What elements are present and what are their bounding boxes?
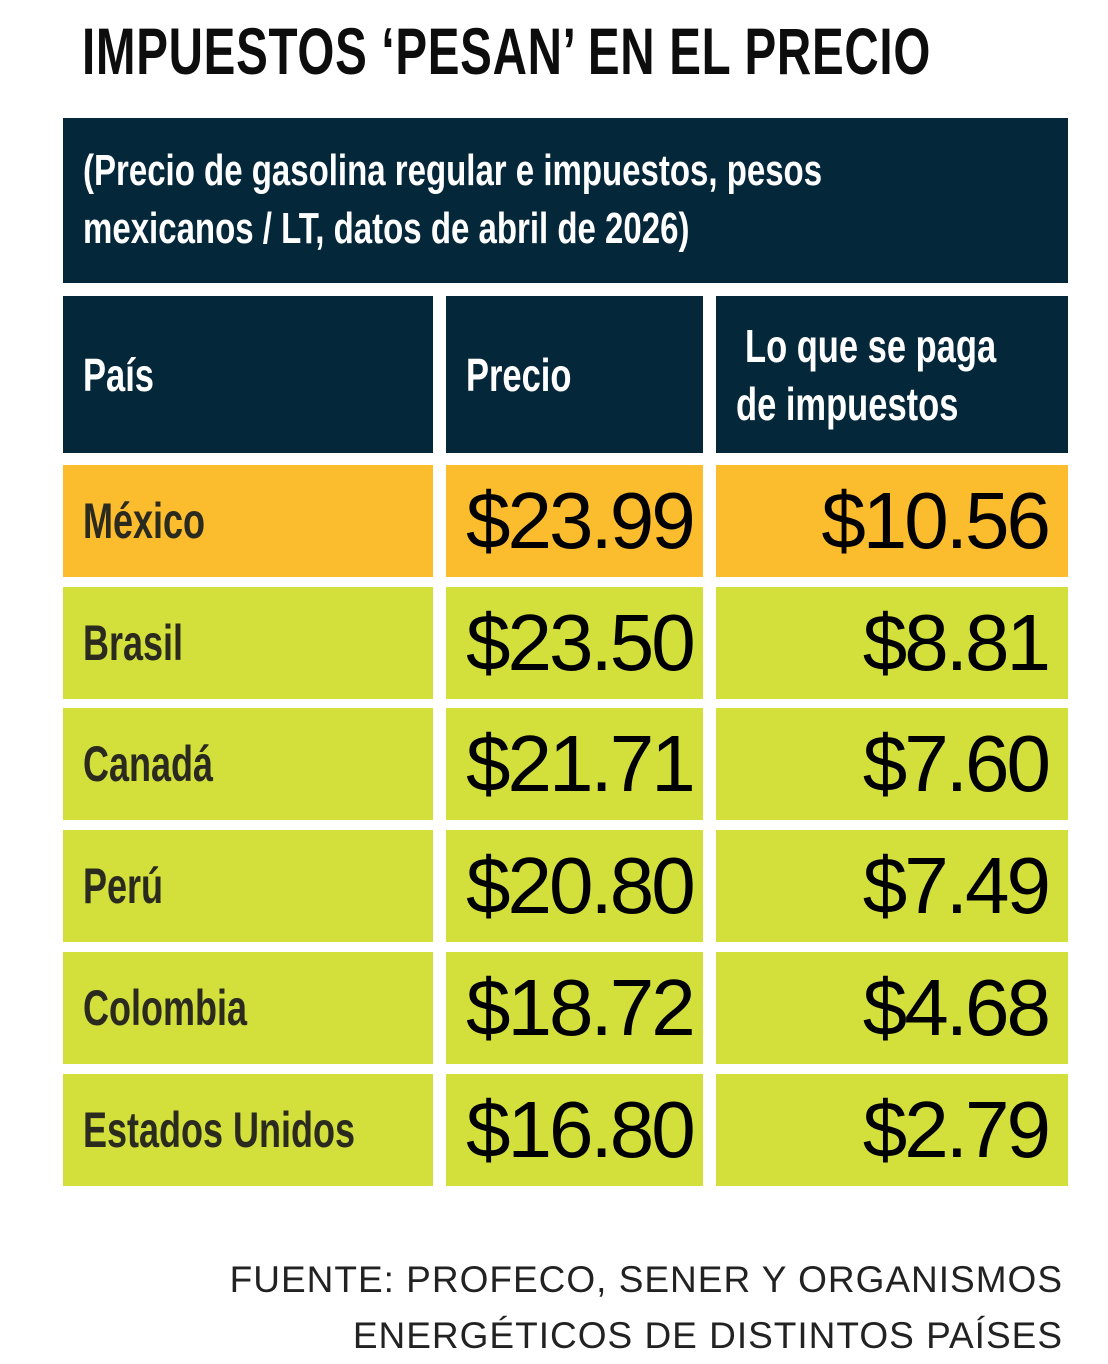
subtitle-line-2: mexicanos / LT, datos de abril de 2026) [83,204,690,253]
header-tax-label: Lo que se paga de impuestos [736,317,996,433]
tax-cell-value: $7.60 [862,719,1051,808]
source-note: FUENTE: PROFECO, SENER Y ORGANISMOS ENER… [63,1252,1063,1364]
country-cell: Colombia [63,952,433,1064]
tax-cell-value: $10.56 [821,476,1051,565]
country-cell-value: Estados Unidos [83,1102,356,1158]
country-cell: Perú [63,830,433,942]
country-cell: México [63,465,433,577]
tax-cell-value: $8.81 [862,598,1051,687]
price-cell-value: $18.72 [466,963,696,1052]
price-cell: $23.99 [446,465,703,577]
price-cell-value: $21.71 [466,719,696,808]
header-price-label: Precio [466,348,572,401]
header-price: Precio [446,296,703,453]
price-cell: $23.50 [446,587,703,699]
header-tax: Lo que se paga de impuestos [716,296,1068,453]
tax-cell-value: $7.49 [862,841,1051,930]
tax-cell: $2.79 [716,1074,1068,1186]
tax-cell: $4.68 [716,952,1068,1064]
price-cell: $21.71 [446,708,703,820]
header-country-label: País [83,348,154,401]
source-line-2: ENERGÉTICOS DE DISTINTOS PAÍSES [352,1315,1063,1356]
chart-subtitle: (Precio de gasolina regular e impuestos,… [83,142,1013,258]
country-cell: Canadá [63,708,433,820]
price-cell: $20.80 [446,830,703,942]
country-cell-value: Colombia [83,980,248,1036]
price-cell: $18.72 [446,952,703,1064]
country-cell-value: Perú [83,858,164,914]
chart-title: IMPUESTOS ‘PESAN’ EN EL PRECIO [82,14,932,88]
source-line-1: FUENTE: PROFECO, SENER Y ORGANISMOS [229,1259,1063,1300]
tax-cell: $7.49 [716,830,1068,942]
subtitle-box: (Precio de gasolina regular e impuestos,… [63,118,1068,283]
header-tax-line-2: de impuestos [736,377,959,430]
subtitle-line-1: (Precio de gasolina regular e impuestos,… [83,146,823,195]
tax-cell: $7.60 [716,708,1068,820]
country-cell-value: México [83,493,206,549]
tax-cell: $8.81 [716,587,1068,699]
tax-cell-value: $4.68 [862,963,1051,1052]
header-country: País [63,296,433,453]
price-cell-value: $23.50 [466,598,696,687]
country-cell-value: Canadá [83,736,214,792]
tax-cell: $10.56 [716,465,1068,577]
price-cell-value: $16.80 [466,1085,696,1174]
header-tax-line-1: Lo que se paga [745,319,997,372]
country-cell: Estados Unidos [63,1074,433,1186]
country-cell: Brasil [63,587,433,699]
tax-cell-value: $2.79 [862,1085,1051,1174]
price-cell: $16.80 [446,1074,703,1186]
country-cell-value: Brasil [83,615,184,671]
price-cell-value: $23.99 [466,476,696,565]
price-cell-value: $20.80 [466,841,696,930]
